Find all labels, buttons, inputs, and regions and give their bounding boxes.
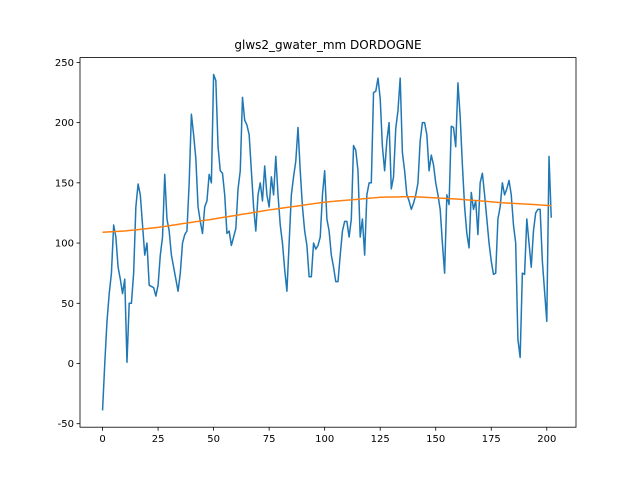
y-tick-label: 150: [55, 178, 74, 189]
x-tick-label: 25: [152, 434, 165, 445]
y-tick-label: 250: [55, 58, 74, 69]
y-tick-label: -50: [58, 419, 74, 430]
chart-title: glws2_gwater_mm DORDOGNE: [234, 38, 421, 52]
y-tick-label: 100: [55, 239, 74, 250]
x-tick-label: 75: [263, 434, 276, 445]
y-tick-label: 50: [61, 299, 74, 310]
y-tick-label: 0: [68, 359, 74, 370]
x-tick-label: 150: [426, 434, 445, 445]
x-tick-label: 200: [537, 434, 556, 445]
data-line: [102, 195, 552, 233]
plot-frame: [79, 57, 577, 428]
x-tick-label: 175: [482, 434, 501, 445]
x-tick-label: 125: [371, 434, 390, 445]
x-tick-label: 50: [207, 434, 220, 445]
data-line: [101, 73, 552, 411]
x-tick-label: 100: [315, 434, 334, 445]
y-tick-label: 200: [55, 118, 74, 129]
x-tick-label: 0: [99, 434, 105, 445]
